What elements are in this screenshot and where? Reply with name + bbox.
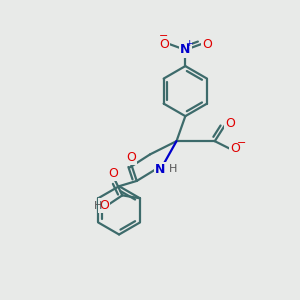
Text: O: O (225, 117, 235, 130)
Text: O: O (99, 199, 109, 212)
Text: −: − (159, 31, 169, 41)
Text: H: H (169, 164, 177, 174)
Text: N: N (155, 163, 166, 176)
Text: O: O (230, 142, 240, 155)
Text: O: O (202, 38, 212, 50)
Text: −: − (237, 138, 247, 148)
Text: H: H (94, 201, 102, 211)
Text: O: O (126, 151, 136, 164)
Text: N: N (180, 44, 190, 56)
Text: O: O (109, 167, 118, 180)
Text: O: O (159, 38, 169, 50)
Text: +: + (185, 39, 193, 48)
